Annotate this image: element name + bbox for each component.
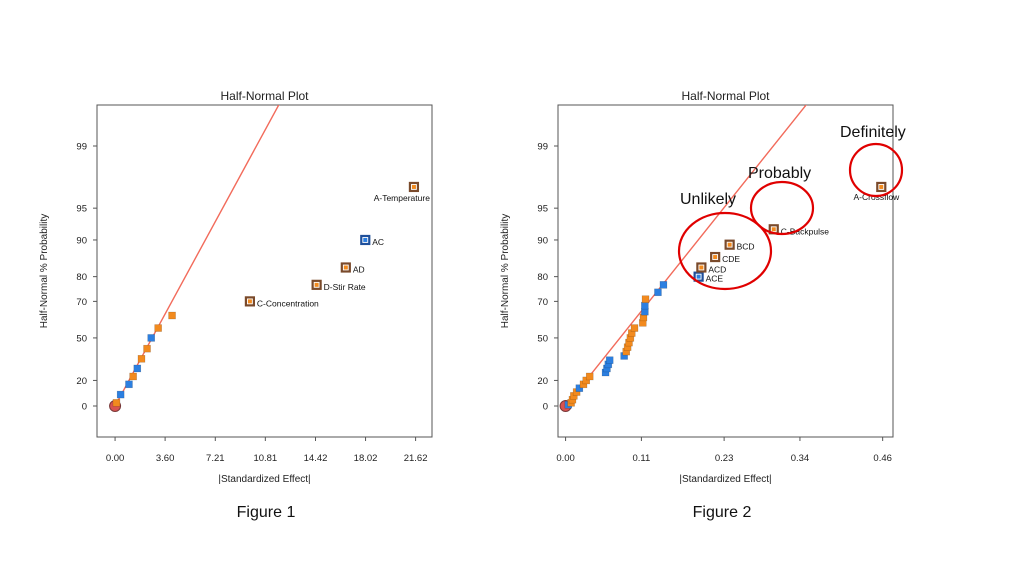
data-point[interactable] [129, 372, 137, 381]
point-label: AD [353, 264, 365, 274]
point-label: ACD [708, 264, 726, 274]
significant-point-core [314, 282, 319, 287]
annotation-circle [677, 211, 773, 291]
significant-point-core [771, 227, 776, 232]
y-tick-label: 95 [537, 204, 548, 215]
x-tick-label: 0.46 [873, 453, 892, 464]
y-axis-title: Half-Normal % Probability [39, 214, 50, 328]
data-point[interactable] [154, 324, 162, 332]
data-point[interactable] [641, 301, 649, 310]
significant-point-core [411, 184, 416, 189]
data-point[interactable] [137, 355, 146, 363]
data-point[interactable] [575, 384, 584, 392]
data-point[interactable] [585, 372, 594, 381]
data-point[interactable] [143, 344, 151, 353]
point-label: BCD [737, 242, 755, 252]
figure-caption: Figure 1 [237, 504, 296, 521]
figure-caption: Figure 2 [693, 504, 752, 521]
point-label: CDE [722, 254, 740, 264]
y-tick-label: 50 [537, 333, 548, 344]
data-point[interactable] [659, 281, 668, 289]
x-axis-title: |Standardized Effect| [218, 474, 310, 485]
annotation-circle [749, 180, 815, 236]
x-tick-label: 3.60 [156, 453, 175, 464]
y-tick-label: 80 [537, 272, 548, 283]
x-tick-label: 0.11 [633, 453, 651, 464]
significant-point-core [696, 274, 701, 279]
data-point[interactable] [133, 364, 142, 373]
y-tick-label: 99 [76, 142, 87, 153]
point-label: D-Stir Rate [324, 282, 366, 292]
point-label: ACE [706, 274, 724, 284]
y-tick-label: 0 [82, 402, 87, 413]
significant-point-core [727, 242, 732, 247]
significant-point-core [699, 265, 704, 270]
plot-title: Half-Normal Plot [681, 89, 770, 103]
significant-point-core [879, 184, 884, 189]
point-label: AC [372, 237, 384, 247]
data-point[interactable] [168, 311, 176, 320]
data-point[interactable] [630, 324, 639, 332]
x-tick-label: 18.02 [354, 453, 378, 464]
point-label: A-Temperature [374, 193, 430, 203]
data-point[interactable] [116, 390, 125, 399]
x-tick-label: 0.00 [556, 453, 575, 464]
annotation-label: Unlikely [680, 191, 736, 208]
y-tick-label: 0 [543, 402, 548, 413]
y-tick-label: 20 [76, 376, 87, 387]
significant-point-core [363, 237, 368, 242]
x-tick-label: 10.81 [253, 453, 277, 464]
x-axis-title: |Standardized Effect| [679, 474, 771, 485]
fit-line [114, 105, 280, 407]
x-tick-label: 0.00 [106, 453, 125, 464]
data-point[interactable] [147, 334, 155, 342]
y-tick-label: 80 [76, 272, 87, 283]
y-tick-label: 90 [76, 235, 87, 246]
plot-frame [96, 104, 433, 438]
plot-title: Half-Normal Plot [220, 89, 309, 103]
y-tick-label: 95 [76, 204, 87, 215]
annotation-label: Probably [748, 165, 811, 182]
data-point[interactable] [605, 356, 614, 364]
chart-2: Half-Normal Plot 0.00 0.11 0.23 0.34 0.46 0 20 5… [500, 89, 906, 521]
x-tick-label: 21.62 [404, 453, 428, 464]
y-axis-title: Half-Normal % Probability [500, 214, 511, 328]
x-tick-label: 0.23 [715, 453, 734, 464]
plot-frame [557, 104, 894, 438]
significant-point-core [343, 265, 348, 270]
data-point[interactable] [641, 295, 650, 303]
point-label: C-Backpulse [781, 226, 829, 236]
x-tick-label: 7.21 [206, 453, 225, 464]
fit-line [565, 105, 807, 407]
significant-point-core [713, 255, 718, 260]
data-point[interactable] [654, 288, 662, 297]
y-tick-label: 70 [76, 297, 87, 308]
annotation-circle [848, 142, 904, 198]
y-tick-label: 90 [537, 235, 548, 246]
y-tick-label: 20 [537, 376, 548, 387]
y-tick-label: 50 [76, 333, 87, 344]
point-label: C-Concentration [257, 298, 319, 308]
y-tick-label: 70 [537, 297, 548, 308]
significant-point-core [247, 299, 252, 304]
y-tick-label: 99 [537, 142, 548, 153]
x-tick-label: 0.34 [791, 453, 810, 464]
chart-1: Half-Normal Plot 0.00 3.60 7.21 10.81 14.42 18… [39, 89, 433, 521]
annotation-label: Definitely [840, 124, 906, 141]
data-point[interactable] [125, 380, 133, 389]
data-point[interactable] [112, 399, 121, 407]
x-tick-label: 14.42 [304, 453, 328, 464]
